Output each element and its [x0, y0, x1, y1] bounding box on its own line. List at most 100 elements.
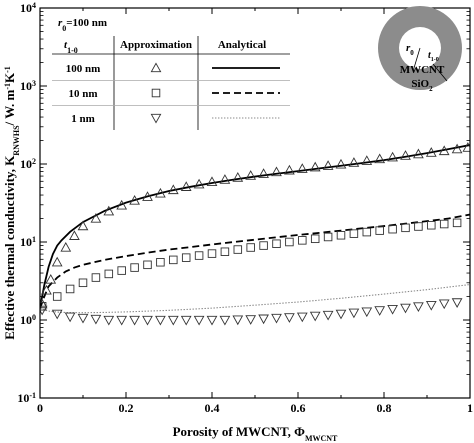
approximation-point [245, 170, 257, 180]
legend-marker [150, 62, 162, 73]
approximation-point [77, 220, 89, 231]
y-tick-label: 10-1 [17, 391, 36, 406]
approximation-point [245, 315, 257, 325]
approximation-point [180, 315, 192, 326]
approximation-point [52, 292, 62, 301]
approximation-point [207, 249, 217, 258]
approximation-point [116, 199, 128, 210]
approximation-point [69, 230, 80, 240]
x-tick-label: 1 [467, 401, 473, 415]
legend-row-label: 10 nm [68, 88, 97, 100]
analytical-line-2 [40, 283, 470, 314]
approximation-point [335, 158, 347, 169]
approximation-point [40, 298, 48, 309]
approximation-point [438, 145, 450, 156]
x-tick-label: 0.2 [119, 401, 134, 415]
approximation-point [258, 314, 269, 325]
approximation-point [129, 195, 140, 205]
approximation-point [271, 313, 282, 324]
approximation-point [322, 160, 334, 170]
approximation-point [259, 241, 268, 250]
approximation-point [233, 245, 243, 254]
approximation-point [400, 150, 411, 160]
x-tick-label: 0.8 [377, 401, 392, 415]
approximation-point [41, 284, 52, 295]
legend-header-analytical: Analytical [218, 39, 266, 51]
approximation-point [322, 310, 334, 321]
approximation-point [193, 178, 205, 189]
analytical-line-1 [40, 213, 470, 309]
y-axis-label: Effective thermal conductivity, KRNWHS/ … [2, 66, 21, 340]
approximation-point [272, 239, 281, 248]
approximation-point [193, 315, 205, 326]
approximation-point [284, 164, 295, 175]
approximation-point [387, 304, 398, 315]
approximation-point [64, 312, 76, 323]
approximation-point [232, 172, 244, 182]
approximation-point [167, 184, 179, 195]
legend-param-r0: r0=100 nm [58, 17, 107, 33]
approximation-point [90, 212, 102, 223]
approximation-point [45, 274, 57, 284]
approximation-point [40, 305, 48, 316]
approximation-point [285, 237, 294, 247]
y-tick-label: 102 [20, 157, 36, 172]
inset-shell-label: SiO2 [411, 78, 433, 93]
approximation-point [425, 147, 437, 157]
inset-thickness-line [432, 63, 448, 82]
approximation-point [451, 143, 463, 154]
approximation-point [90, 314, 102, 325]
approximation-point [335, 309, 347, 320]
approximation-point [336, 231, 346, 240]
approximation-point [438, 299, 450, 310]
approximation-point [401, 223, 410, 233]
approximation-point [451, 298, 463, 308]
approximation-point [374, 306, 386, 316]
legend-header-approximation: Approximation [120, 39, 192, 51]
approximation-point [181, 253, 191, 262]
y-tick-label: 100 [20, 313, 36, 328]
approximation-point [298, 236, 307, 245]
approximation-point [388, 224, 397, 234]
x-tick-label: 0 [37, 401, 43, 415]
approximation-point [180, 181, 192, 191]
approximation-point [439, 219, 449, 229]
approximation-point [167, 315, 179, 326]
approximation-point [296, 163, 308, 173]
approximation-point [129, 315, 140, 326]
approximation-point [194, 251, 204, 260]
approximation-point [425, 301, 437, 311]
approximation-point [60, 241, 72, 252]
inset-r0-label: r0 [406, 42, 414, 57]
approximation-point [361, 307, 373, 318]
x-tick-label: 0.4 [205, 401, 220, 415]
legend-row-label: 1 nm [71, 113, 95, 125]
approximation-point [116, 315, 128, 326]
approximation-point [155, 315, 166, 326]
legend-marker [150, 113, 162, 124]
approximation-point [271, 166, 282, 177]
approximation-point [309, 311, 321, 322]
approximation-point [348, 308, 360, 319]
legend-header-t: t1-0 [64, 39, 78, 55]
approximation-point [462, 142, 470, 152]
y-tick-label: 103 [20, 79, 36, 94]
approximation-point [246, 243, 255, 252]
approximation-point [156, 258, 165, 267]
approximation-point [91, 273, 101, 282]
approximation-point [143, 260, 152, 270]
approximation-point [206, 315, 218, 326]
approximation-point [296, 312, 308, 323]
approximation-point [77, 313, 89, 324]
approximation-point [310, 234, 320, 244]
approximation-point [375, 226, 384, 235]
approximation-point [65, 284, 75, 294]
approximation-point [103, 315, 115, 326]
approximation-point [51, 256, 63, 267]
x-tick-label: 0.6 [291, 401, 306, 415]
approximation-point [362, 227, 372, 237]
approximation-point [348, 157, 360, 167]
approximation-point [452, 218, 462, 228]
approximation-point [361, 155, 373, 165]
